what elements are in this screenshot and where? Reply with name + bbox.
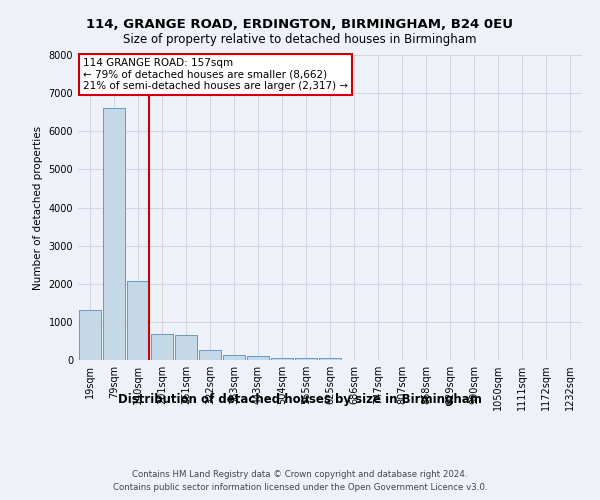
Bar (319, 358, 341, 360)
Text: 114 GRANGE ROAD: 157sqm
← 79% of detached houses are smaller (8,662)
21% of semi: 114 GRANGE ROAD: 157sqm ← 79% of detache… (83, 58, 348, 91)
Y-axis label: Number of detached properties: Number of detached properties (33, 126, 43, 290)
Bar (127, 280, 149, 360)
Text: Distribution of detached houses by size in Birmingham: Distribution of detached houses by size … (118, 392, 482, 406)
Bar (151, 334, 173, 360)
Bar (175, 335, 197, 360)
Text: Contains public sector information licensed under the Open Government Licence v3: Contains public sector information licen… (113, 482, 487, 492)
Bar (247, 356, 269, 360)
Bar (103, 108, 125, 360)
Text: 114, GRANGE ROAD, ERDINGTON, BIRMINGHAM, B24 0EU: 114, GRANGE ROAD, ERDINGTON, BIRMINGHAM,… (86, 18, 514, 30)
Bar (79, 310, 101, 360)
Bar (295, 358, 317, 360)
Bar (223, 355, 245, 360)
Bar (199, 350, 221, 360)
Text: Contains HM Land Registry data © Crown copyright and database right 2024.: Contains HM Land Registry data © Crown c… (132, 470, 468, 479)
Bar (271, 358, 293, 360)
Text: Size of property relative to detached houses in Birmingham: Size of property relative to detached ho… (123, 32, 477, 46)
